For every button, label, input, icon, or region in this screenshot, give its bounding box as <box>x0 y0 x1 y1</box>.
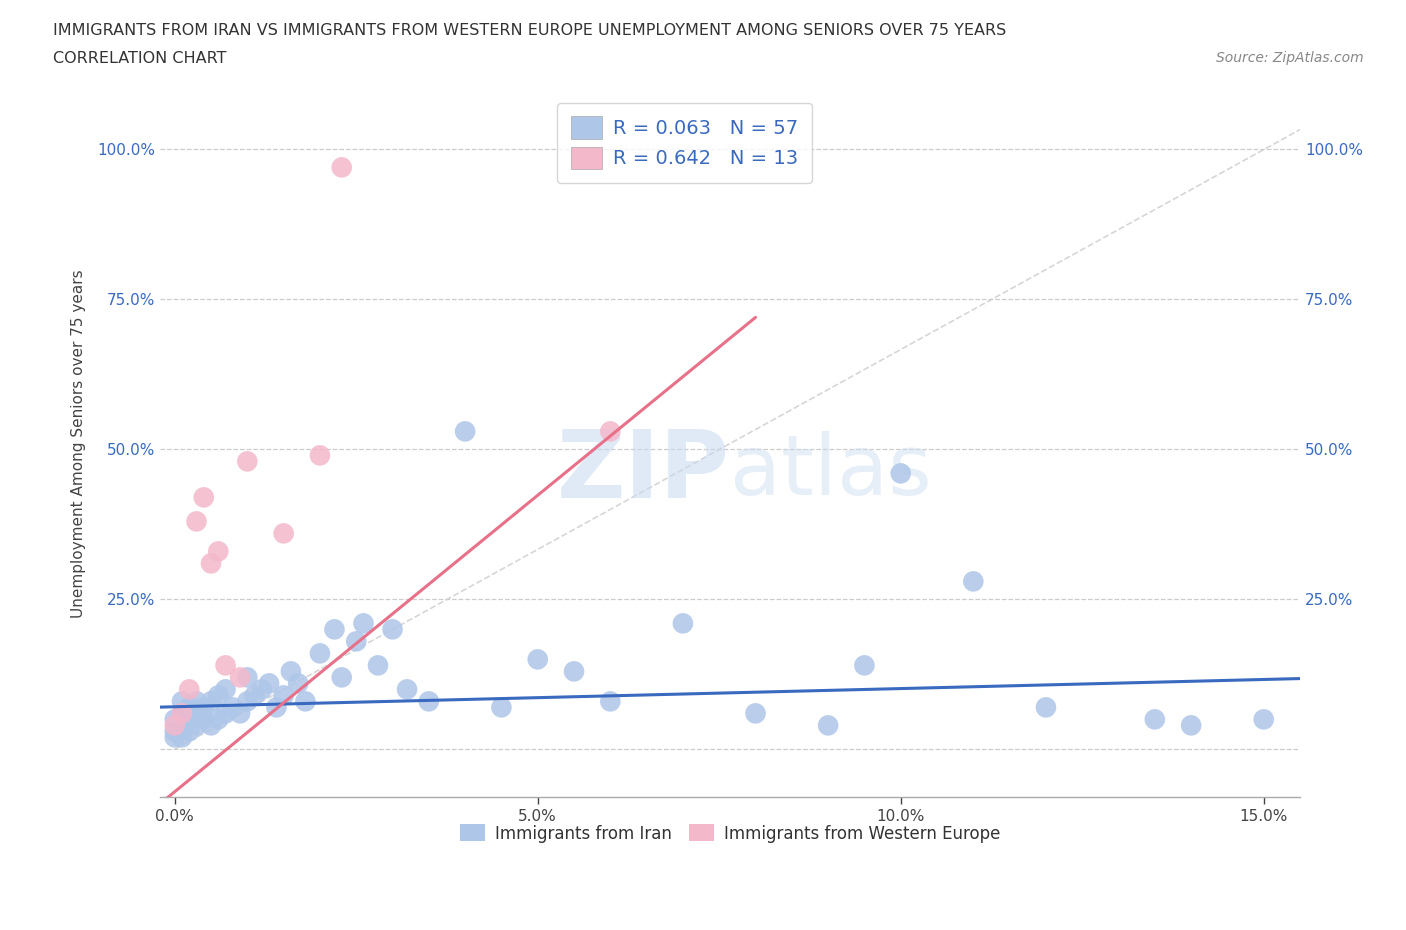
Point <box>200 694 222 709</box>
Point <box>170 706 193 721</box>
Point <box>1035 700 1057 715</box>
Point <box>353 616 375 631</box>
Point <box>273 688 295 703</box>
Point <box>562 664 585 679</box>
Point <box>170 730 193 745</box>
Point <box>744 706 766 721</box>
Point <box>236 670 259 684</box>
Point <box>257 676 280 691</box>
Text: Source: ZipAtlas.com: Source: ZipAtlas.com <box>1216 51 1364 65</box>
Point <box>170 706 193 721</box>
Point <box>396 682 419 697</box>
Point <box>890 466 912 481</box>
Text: atlas: atlas <box>730 432 932 512</box>
Point <box>236 694 259 709</box>
Point <box>163 712 186 727</box>
Point <box>381 622 404 637</box>
Point <box>186 718 208 733</box>
Point <box>186 514 208 529</box>
Point <box>214 682 236 697</box>
Point <box>1143 712 1166 727</box>
Point <box>193 490 215 505</box>
Point <box>214 706 236 721</box>
Point <box>207 544 229 559</box>
Point <box>526 652 548 667</box>
Point <box>229 670 252 684</box>
Point <box>243 688 266 703</box>
Point <box>418 694 440 709</box>
Point <box>344 634 367 649</box>
Point <box>330 160 353 175</box>
Text: IMMIGRANTS FROM IRAN VS IMMIGRANTS FROM WESTERN EUROPE UNEMPLOYMENT AMONG SENIOR: IMMIGRANTS FROM IRAN VS IMMIGRANTS FROM … <box>53 23 1007 38</box>
Point <box>207 712 229 727</box>
Point <box>214 658 236 672</box>
Point <box>599 694 621 709</box>
Point <box>186 694 208 709</box>
Point <box>330 670 353 684</box>
Point <box>309 646 332 661</box>
Point <box>672 616 695 631</box>
Y-axis label: Unemployment Among Seniors over 75 years: Unemployment Among Seniors over 75 years <box>72 269 86 618</box>
Point <box>599 424 621 439</box>
Point <box>962 574 984 589</box>
Legend: Immigrants from Iran, Immigrants from Western Europe: Immigrants from Iran, Immigrants from We… <box>454 817 1007 849</box>
Point <box>170 694 193 709</box>
Point <box>323 622 346 637</box>
Point <box>817 718 839 733</box>
Point <box>186 706 208 721</box>
Text: CORRELATION CHART: CORRELATION CHART <box>53 51 226 66</box>
Text: ZIP: ZIP <box>557 426 730 518</box>
Point <box>367 658 389 672</box>
Point <box>273 526 295 541</box>
Point <box>179 682 201 697</box>
Point <box>236 454 259 469</box>
Point <box>200 718 222 733</box>
Point <box>163 730 186 745</box>
Point <box>491 700 513 715</box>
Point <box>454 424 477 439</box>
Point <box>266 700 288 715</box>
Point <box>179 712 201 727</box>
Point <box>179 700 201 715</box>
Point <box>179 724 201 738</box>
Point <box>170 718 193 733</box>
Point <box>1253 712 1275 727</box>
Point <box>287 676 309 691</box>
Point <box>193 712 215 727</box>
Point <box>309 448 332 463</box>
Point <box>207 688 229 703</box>
Point <box>1180 718 1202 733</box>
Point <box>200 556 222 571</box>
Point <box>163 724 186 738</box>
Point <box>280 664 302 679</box>
Point <box>229 706 252 721</box>
Point <box>163 718 186 733</box>
Point <box>193 700 215 715</box>
Point <box>853 658 876 672</box>
Point <box>250 682 273 697</box>
Point <box>294 694 316 709</box>
Point <box>222 700 245 715</box>
